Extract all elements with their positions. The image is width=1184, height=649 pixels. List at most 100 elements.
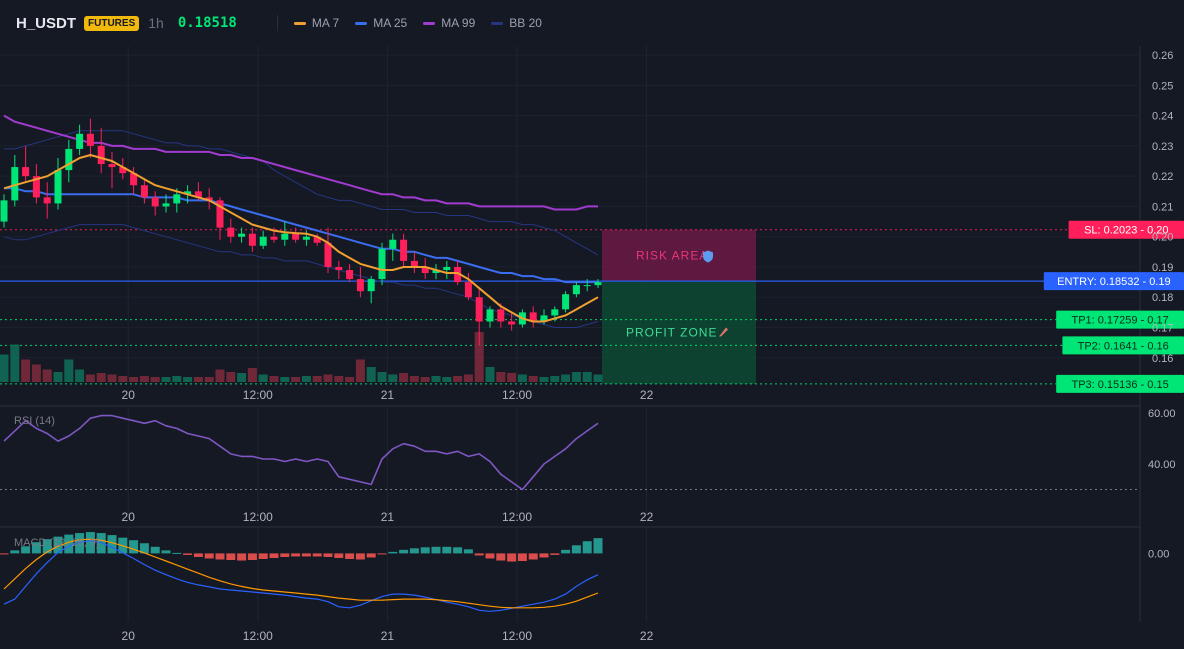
volume-bar [247,368,257,382]
profit-zone [602,281,756,384]
volume-bar [291,377,301,382]
legend-ma25-label: MA 25 [373,16,408,30]
candle-body [97,145,105,165]
volume-bar [118,376,128,382]
macd-axis-tick: 0.00 [1148,548,1169,560]
price-axis[interactable]: 0.26 0.25 0.24 0.23 0.22 0.21 0.20 0.19 0.18 0.17… [1152,50,1173,365]
symbol-name[interactable]: H_USDT [16,14,77,32]
take-profit-3-tag[interactable] [1056,374,1184,393]
macd-line [3,540,599,612]
candle-body [421,266,429,274]
ma25-line [4,187,598,284]
macd-hist-bar [183,553,193,555]
macd-hist-bar [528,553,538,560]
macd-hist-bar [139,543,149,554]
candle-body [432,270,440,274]
volume-bar [474,332,484,382]
take-profit-1-tag[interactable] [1056,310,1184,329]
candle-body [551,309,559,316]
risk-area-zone [602,229,756,282]
volume-bar [496,372,506,382]
candle-body [389,239,397,249]
time-axis-tick: 21 [381,510,395,524]
macd-hist-bar [517,553,527,562]
candle [43,182,51,219]
candle-body [562,294,570,310]
macd-hist-bar [10,550,20,554]
candle [421,257,429,280]
time-axis-tick: 22 [640,388,654,402]
macd-hist-bar [280,553,290,557]
candle [248,227,256,252]
macd-hist-bar [53,536,63,554]
candle [583,279,591,292]
take-profit-2-tag-label: TP2: 0.1641 - 0.16 [1078,340,1169,352]
candle-body [151,197,159,207]
volume-bar [85,374,95,382]
volume-bar [431,376,441,382]
time-axis-tick: 12:00 [502,510,532,524]
candle-body [292,233,300,240]
time-axis-main: 20 12:00 21 12:00 22 [122,388,654,402]
candle [410,251,418,274]
legend-bb20[interactable]: BB 20 [491,16,542,30]
macd-hist-bar [366,553,376,558]
macd-hist-bar [150,546,160,554]
risk-area-label: RISK AREA [636,248,708,262]
volume-bar [21,359,31,382]
entry-tag[interactable] [1043,272,1184,291]
candle-body [11,167,19,201]
macd-hist-bar [85,532,95,554]
legend-ma7[interactable]: MA 7 [293,16,340,30]
time-axis-tick: 12:00 [502,629,532,643]
take-profit-2-tag[interactable] [1062,336,1184,355]
candle-body [22,167,30,177]
macd-hist-bar [399,549,409,554]
volume-bar [258,374,268,382]
stop-loss-tag[interactable] [1068,220,1184,239]
candle-body [86,133,94,146]
volume-bar [366,367,376,382]
legend-ma25[interactable]: MA 25 [355,16,407,30]
macd-signal-line [3,538,599,609]
candle [108,151,116,189]
timeframe-label[interactable]: 1h [148,15,164,31]
macd-hist-bar [409,548,419,554]
price-axis-tick: 0.22 [1152,171,1173,183]
entry-tag-label: ENTRY: 0.18532 - 0.19 [1057,276,1171,288]
candle-body [43,197,51,204]
volume-bar [75,369,85,382]
volume-bars [0,332,603,382]
price-axis-tick: 0.23 [1152,141,1173,153]
volume-bar [409,376,419,382]
candle [324,227,332,274]
macd-hist-bar [172,552,182,554]
price-axis-tick: 0.19 [1152,262,1173,274]
candle [11,154,19,207]
candle-body [270,236,278,240]
candle [227,218,235,243]
time-axis-tick: 22 [640,629,654,643]
candle-body [410,260,418,267]
price-axis-tick: 0.18 [1152,292,1173,304]
bb20-swatch-icon [491,21,504,25]
macd-hist-bar [42,539,52,554]
time-axis-tick: 22 [640,510,654,524]
candle [205,188,213,210]
macd-hist-bar [571,545,581,554]
macd-hist-bar [453,547,463,554]
candle [86,118,94,158]
candle [475,288,483,346]
candle [238,227,246,243]
candle [292,227,300,243]
legend-ma7-label: MA 7 [311,16,340,30]
candle-body [162,203,170,207]
volume-bar [593,374,603,382]
candle-body [356,279,364,292]
candle-body [497,309,505,322]
ma7-swatch-icon [293,21,306,25]
candle-body [313,236,321,243]
candle [464,273,472,301]
legend-ma99[interactable]: MA 99 [423,16,475,30]
